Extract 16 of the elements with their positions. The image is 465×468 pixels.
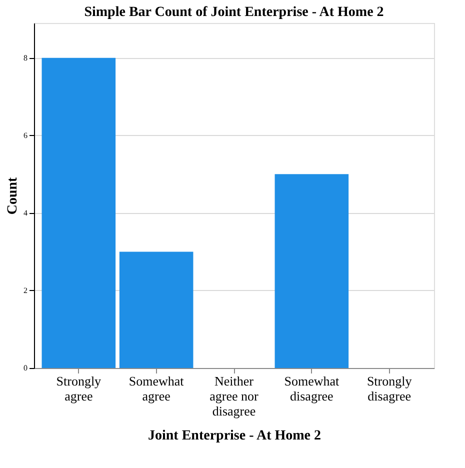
bar bbox=[119, 252, 194, 368]
x-tick-label: Strongly disagree bbox=[366, 374, 412, 404]
x-tick-label: Somewhat disagree bbox=[284, 374, 340, 404]
y-tick-label: 8 bbox=[24, 53, 28, 62]
y-tick-label: 0 bbox=[24, 364, 28, 372]
x-tick-label: Neither agree nor disagree bbox=[210, 374, 260, 418]
x-axis-title: Joint Enterprise - At Home 2 bbox=[148, 428, 322, 444]
x-tick-label: Strongly agree bbox=[56, 374, 102, 404]
y-tick-label: 2 bbox=[24, 286, 28, 295]
bar bbox=[42, 58, 116, 368]
y-tick-label: 6 bbox=[24, 130, 28, 140]
y-axis-title: Count bbox=[6, 176, 20, 215]
chart-title: Simple Bar Count of Joint Enterprise - At Home 2 bbox=[84, 5, 384, 20]
bar bbox=[274, 174, 349, 368]
x-tick-label: Somewhat agree bbox=[128, 374, 184, 404]
y-tick-label: 4 bbox=[24, 208, 28, 218]
